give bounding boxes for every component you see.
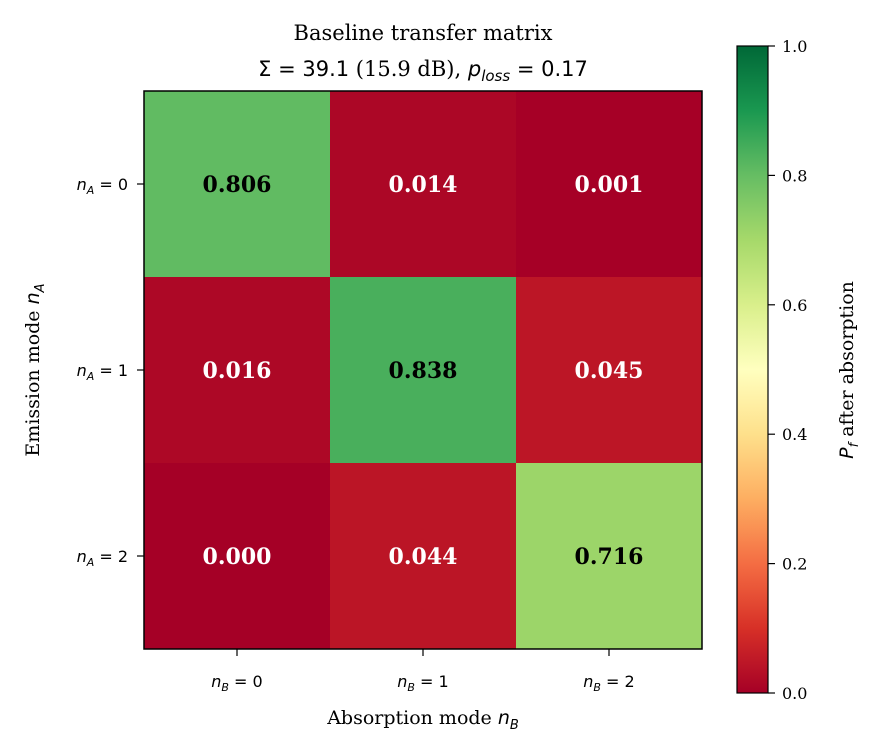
- y-tick-label: nA = 2: [77, 547, 128, 569]
- heatmap-cell: [144, 463, 331, 650]
- colorbar-tick-label: 0.4: [782, 425, 807, 444]
- y-tick-label: nA = 1: [77, 361, 128, 383]
- x-axis-label-sub: B: [510, 718, 519, 733]
- heatmap-cell: [330, 463, 517, 650]
- heatmap-cell: [144, 91, 331, 278]
- cell-value-label: 0.045: [575, 358, 644, 384]
- colorbar-label: Pf after absorption: [836, 281, 862, 459]
- colorbar-label-sub: f: [847, 440, 862, 447]
- colorbar-tick-label: 0.0: [782, 684, 807, 703]
- cell-value-label: 0.001: [575, 172, 644, 198]
- y-tick-label: nA = 0: [77, 175, 128, 197]
- cell-value-label: 0.016: [203, 358, 272, 384]
- title-db-text: (15.9 dB),: [349, 57, 468, 81]
- title-sigma-equals: =: [271, 57, 302, 81]
- heatmap-cells: 0.806 0.014 0.001 0.016 0.838 0.045 0.000 0.044…: [144, 91, 703, 650]
- x-axis-label: Absorption mode nB: [326, 707, 519, 733]
- colorbar-ticks: 0.0 0.2 0.4 0.6 0.8 1.0: [768, 37, 807, 703]
- colorbar-tick-label: 0.8: [782, 166, 807, 185]
- colorbar-tick-label: 0.6: [782, 296, 807, 315]
- colorbar-label-var: P: [836, 447, 858, 459]
- title-p-subscript: loss: [481, 67, 510, 85]
- chart-title-line2: Σ = 39.1 (15.9 dB), ploss = 0.17: [258, 57, 588, 85]
- colorbar-tick-label: 0.2: [782, 555, 807, 574]
- x-tick-label: nB = 2: [583, 672, 634, 694]
- cell-value-label: 0.014: [389, 172, 458, 198]
- y-axis-label-sub: A: [33, 283, 48, 293]
- heatmap-cell: [330, 91, 517, 278]
- x-tick-label: nB = 1: [397, 672, 448, 694]
- x-tick-label: nB = 0: [211, 672, 262, 694]
- colorbar: [736, 45, 769, 694]
- y-axis-ticks: nA = 0 nA = 1 nA = 2: [77, 175, 144, 569]
- x-axis-label-var: n: [498, 707, 510, 729]
- title-p-value: 0.17: [541, 57, 588, 81]
- colorbar-label-text: after absorption: [836, 281, 858, 443]
- x-axis-ticks: nB = 0 nB = 1 nB = 2: [211, 649, 635, 694]
- title-sigma-value: 39.1: [302, 57, 349, 81]
- colorbar-tick-label: 1.0: [782, 37, 807, 56]
- y-axis-label: Emission mode nA: [22, 283, 48, 456]
- heatmap-cell: [144, 277, 331, 464]
- heatmap-cell: [516, 91, 703, 278]
- title-p-symbol: p: [467, 57, 481, 81]
- title-p-equals: =: [510, 57, 541, 81]
- heatmap-cell: [330, 277, 517, 464]
- y-axis-label-var: n: [22, 292, 44, 304]
- heatmap-cell: [516, 463, 703, 650]
- heatmap-cell: [516, 277, 703, 464]
- title-sigma-symbol: Σ: [258, 57, 271, 81]
- chart-title-line1: Baseline transfer matrix: [294, 21, 553, 45]
- cell-value-label: 0.000: [203, 544, 272, 570]
- cell-value-label: 0.838: [389, 358, 458, 384]
- cell-value-label: 0.044: [389, 544, 458, 570]
- cell-value-label: 0.716: [575, 544, 644, 570]
- cell-value-label: 0.806: [203, 172, 272, 198]
- y-axis-label-text: Emission mode: [22, 304, 44, 456]
- x-axis-label-text: Absorption mode: [326, 707, 498, 729]
